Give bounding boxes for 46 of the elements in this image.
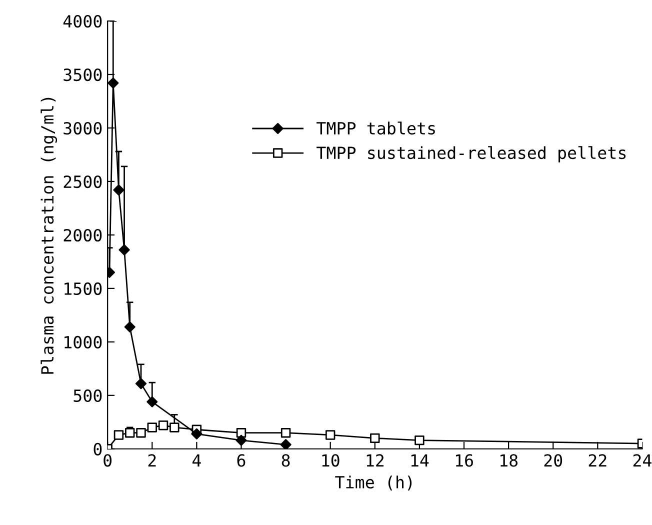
point bbox=[158, 420, 168, 430]
x-tick-label: 14 bbox=[411, 454, 429, 466]
x-tick-label: 10 bbox=[322, 454, 340, 467]
legend-label: TMPP sustained-released pellets bbox=[316, 146, 626, 162]
point bbox=[114, 430, 124, 440]
point bbox=[236, 428, 246, 438]
y-tick-label: 3500 bbox=[64, 68, 102, 82]
point bbox=[113, 184, 124, 196]
point bbox=[124, 428, 135, 438]
point bbox=[135, 378, 147, 390]
point bbox=[325, 430, 336, 440]
x-tick-label: 6 bbox=[237, 454, 246, 467]
point bbox=[170, 422, 180, 432]
x-tick-label: 20 bbox=[544, 454, 562, 467]
y-axis-title: Plasma concentration (ng/ml) bbox=[40, 98, 58, 374]
x-axis-title: Time (h) bbox=[335, 476, 412, 490]
y-tick-label: 1000 bbox=[64, 336, 102, 349]
y-tick-label: 3000 bbox=[64, 122, 102, 135]
point bbox=[118, 244, 130, 256]
x-tick-label: 24 bbox=[633, 454, 652, 466]
x-tick-label: 8 bbox=[282, 454, 290, 467]
point bbox=[280, 439, 292, 449]
point bbox=[108, 77, 119, 89]
point bbox=[147, 422, 157, 432]
x-tick-label: 22 bbox=[588, 454, 606, 466]
point bbox=[191, 428, 202, 440]
y-tick-label: 0 bbox=[94, 442, 102, 456]
point bbox=[124, 321, 136, 332]
point bbox=[136, 428, 146, 438]
y-tick-label: 2500 bbox=[64, 175, 102, 188]
x-tick-label: 18 bbox=[500, 454, 518, 467]
x-tick-label: 12 bbox=[366, 454, 384, 466]
y-tick-label: 500 bbox=[74, 389, 102, 402]
point bbox=[370, 433, 380, 444]
x-tick-label: 0 bbox=[104, 454, 112, 467]
x-tick-label: 2 bbox=[148, 454, 156, 466]
point bbox=[146, 396, 158, 408]
point bbox=[236, 434, 247, 446]
x-tick-label: 4 bbox=[192, 454, 201, 466]
y-tick-label: 4000 bbox=[63, 15, 102, 28]
point bbox=[280, 428, 291, 438]
point bbox=[414, 435, 424, 446]
legend-label: TMPP tablets bbox=[316, 122, 435, 135]
y-tick-label: 1500 bbox=[64, 282, 102, 296]
x-tick-label: 16 bbox=[456, 454, 473, 467]
y-tick-label: 2000 bbox=[64, 228, 102, 242]
